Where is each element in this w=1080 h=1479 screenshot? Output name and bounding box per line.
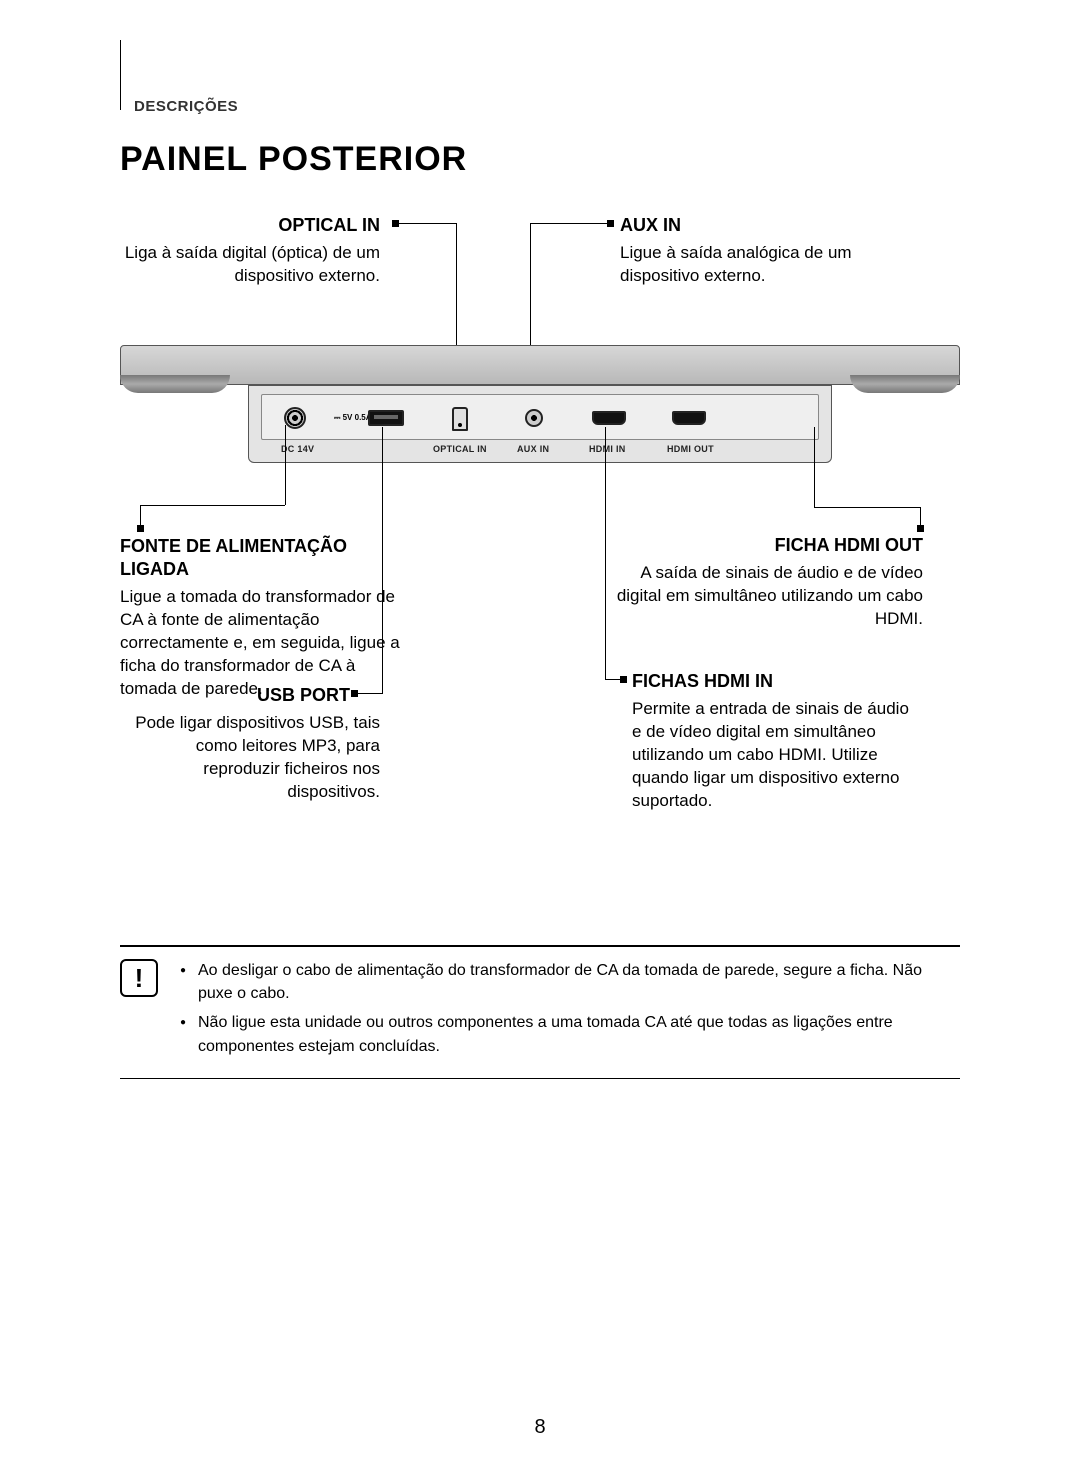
- leader-line: [814, 507, 920, 508]
- aux-port: [525, 409, 543, 427]
- dc-jack-port: [284, 407, 306, 429]
- callout-hdmi-in: FICHAS HDMI IN Permite a entrada de sina…: [632, 671, 922, 813]
- callout-aux-in-title: AUX IN: [620, 215, 920, 236]
- warning-icon: !: [120, 959, 158, 997]
- note-item: Ao desligar o cabo de alimentação do tra…: [180, 959, 960, 1005]
- device-foot-right: [850, 375, 960, 393]
- leader-line: [605, 679, 620, 680]
- leader-end: [620, 676, 627, 683]
- port-label-hdmi-in: HDMI IN: [589, 444, 626, 454]
- callout-power: FONTE DE ALIMENTAÇÃO LIGADA Ligue a toma…: [120, 535, 400, 701]
- leader-line: [285, 425, 286, 505]
- leader-end: [607, 220, 614, 227]
- section-tab-line: [120, 40, 121, 110]
- callout-optical-in-text: Liga à saída digital (óptica) de um disp…: [120, 242, 380, 288]
- port-label-aux: AUX IN: [517, 444, 549, 454]
- callout-power-text: Ligue a tomada do transformador de CA à …: [120, 586, 400, 701]
- callout-optical-in: OPTICAL IN Liga à saída digital (óptica)…: [120, 215, 380, 288]
- page-title: PAINEL POSTERIOR: [120, 140, 467, 179]
- rear-panel-diagram: OPTICAL IN Liga à saída digital (óptica)…: [120, 195, 960, 845]
- notes-body: ! Ao desligar o cabo de alimentação do t…: [120, 947, 960, 1078]
- callout-hdmi-out-text: A saída de sinais de áudio e de vídeo di…: [598, 562, 923, 631]
- notes-rule-bottom: [120, 1078, 960, 1079]
- callout-aux-in-text: Ligue à saída analógica de um dispositiv…: [620, 242, 920, 288]
- callout-usb-text: Pode ligar dispositivos USB, tais como l…: [120, 712, 380, 804]
- hdmi-out-port: [672, 411, 706, 425]
- page-number: 8: [0, 1416, 1080, 1439]
- usb-port: [368, 410, 404, 426]
- device-rear-panel: ⎓ 5V 0.5A DC 14V OPTICAL IN AUX IN HDMI …: [248, 385, 832, 463]
- device-illustration: ⎓ 5V 0.5A DC 14V OPTICAL IN AUX IN HDMI …: [120, 345, 960, 465]
- port-label-row: DC 14V OPTICAL IN AUX IN HDMI IN HDMI OU…: [261, 444, 819, 458]
- callout-usb: USB PORT Pode ligar dispositivos USB, ta…: [120, 685, 380, 804]
- leader-line: [140, 505, 285, 506]
- leader-line: [140, 505, 141, 525]
- leader-line: [920, 507, 921, 525]
- device-foot-left: [120, 375, 230, 393]
- device-top-bar: [120, 345, 960, 385]
- panel-inner-frame: ⎓ 5V 0.5A: [261, 394, 819, 440]
- note-item: Não ligue esta unidade ou outros compone…: [180, 1011, 960, 1057]
- callout-power-title: FONTE DE ALIMENTAÇÃO LIGADA: [120, 535, 400, 580]
- leader-line: [814, 427, 815, 507]
- optical-port: [452, 407, 468, 431]
- callout-hdmi-in-title: FICHAS HDMI IN: [632, 671, 922, 692]
- leader-line: [530, 223, 608, 224]
- dc-spec-icon: ⎓ 5V 0.5A: [334, 413, 372, 423]
- leader-end: [137, 525, 144, 532]
- leader-end: [392, 220, 399, 227]
- callout-hdmi-out-title: FICHA HDMI OUT: [598, 535, 923, 556]
- callout-usb-title: USB PORT: [120, 685, 380, 706]
- port-label-hdmi-out: HDMI OUT: [667, 444, 714, 454]
- callout-optical-in-title: OPTICAL IN: [120, 215, 380, 236]
- callout-aux-in: AUX IN Ligue à saída analógica de um dis…: [620, 215, 920, 288]
- leader-end: [917, 525, 924, 532]
- callout-hdmi-out: FICHA HDMI OUT A saída de sinais de áudi…: [598, 535, 923, 631]
- warning-notes: ! Ao desligar o cabo de alimentação do t…: [120, 945, 960, 1079]
- notes-list: Ao desligar o cabo de alimentação do tra…: [180, 959, 960, 1064]
- section-label: DESCRIÇÕES: [134, 98, 238, 115]
- leader-line: [399, 223, 457, 224]
- hdmi-in-port: [592, 411, 626, 425]
- port-label-optical: OPTICAL IN: [433, 444, 487, 454]
- callout-hdmi-in-text: Permite a entrada de sinais de áudio e d…: [632, 698, 922, 813]
